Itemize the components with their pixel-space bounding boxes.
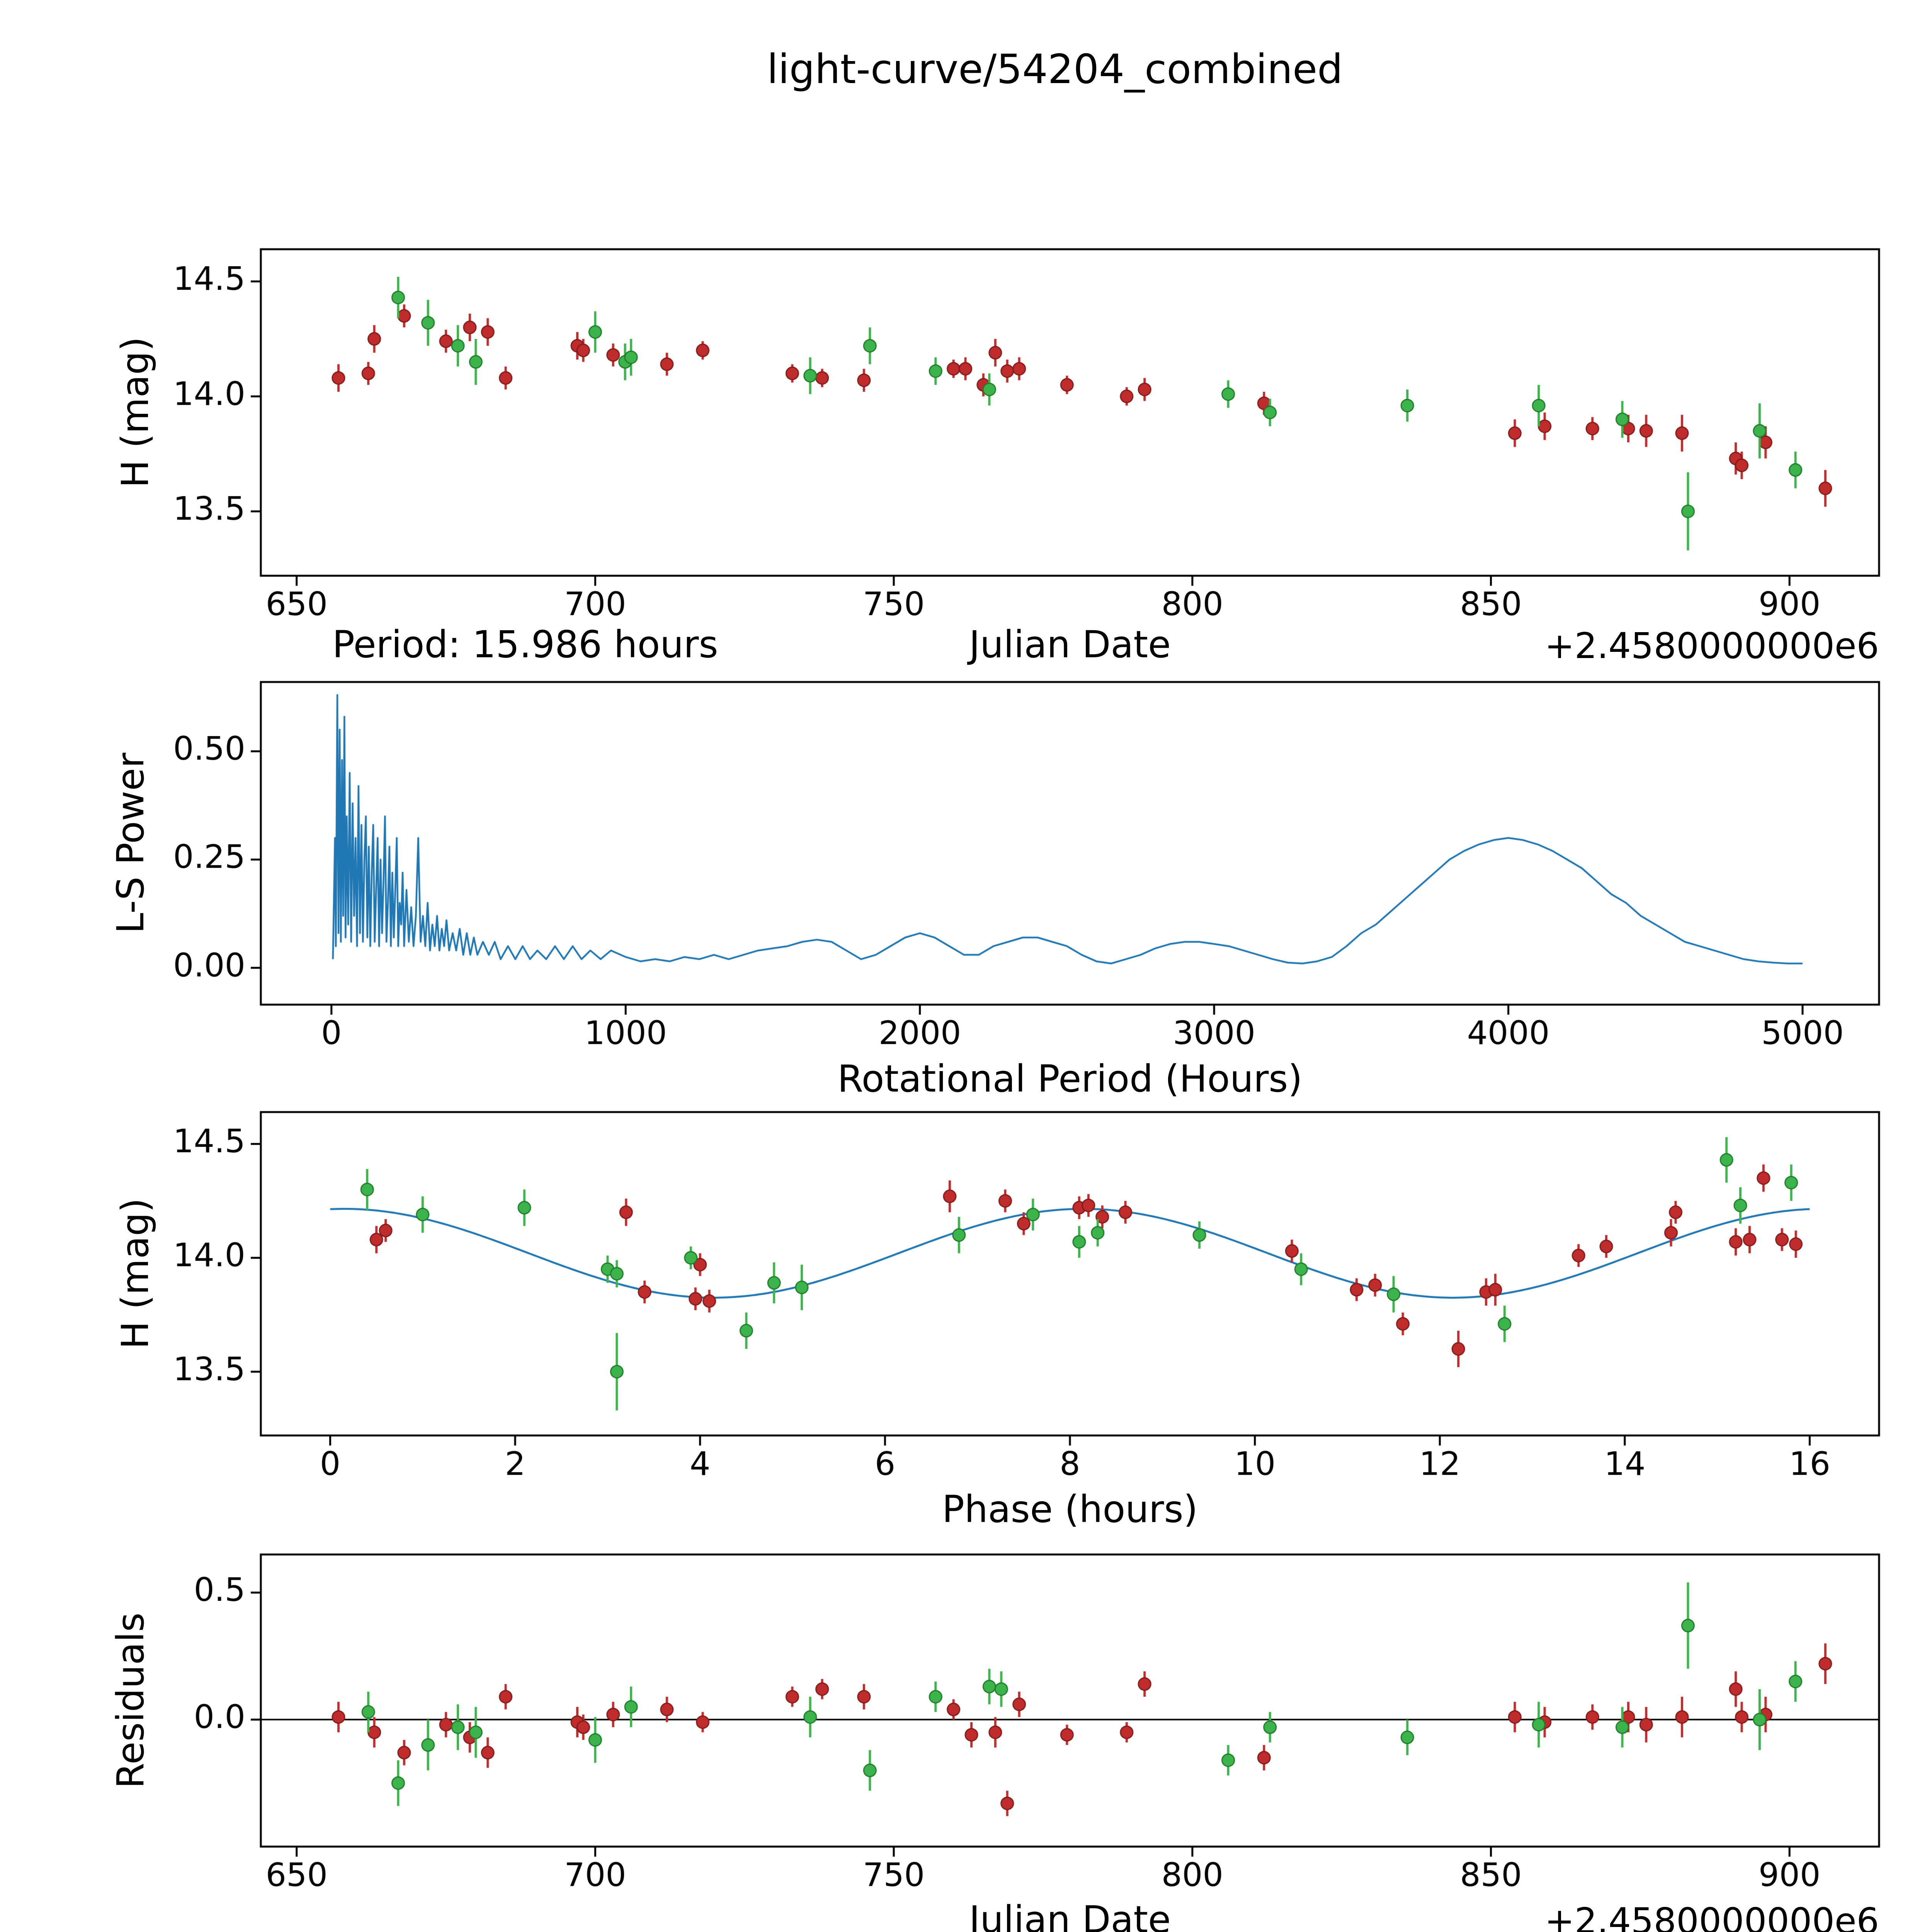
panel1-x-offset-text: +2.4580000000e6 <box>1544 625 1879 667</box>
panel1-y-axis-label: H (mag) <box>114 337 157 488</box>
panel3-x-axis-label: Phase (hours) <box>942 1488 1198 1531</box>
figure-title: light-curve/54204_combined <box>767 46 1343 93</box>
panel1-x-axis-label: Julian Date <box>969 623 1171 666</box>
panel4-y-axis-label: Residuals <box>109 1612 152 1789</box>
panel4-x-offset-text: +2.4580000000e6 <box>1544 1900 1879 1932</box>
panel2-y-axis-label: L-S Power <box>109 752 152 934</box>
period-annotation: Period: 15.986 hours <box>332 623 718 666</box>
panel2-x-axis-label: Rotational Period (Hours) <box>837 1057 1303 1100</box>
panel3-y-axis-label: H (mag) <box>114 1198 157 1349</box>
panel4-x-axis-label: Julian Date <box>969 1898 1171 1932</box>
